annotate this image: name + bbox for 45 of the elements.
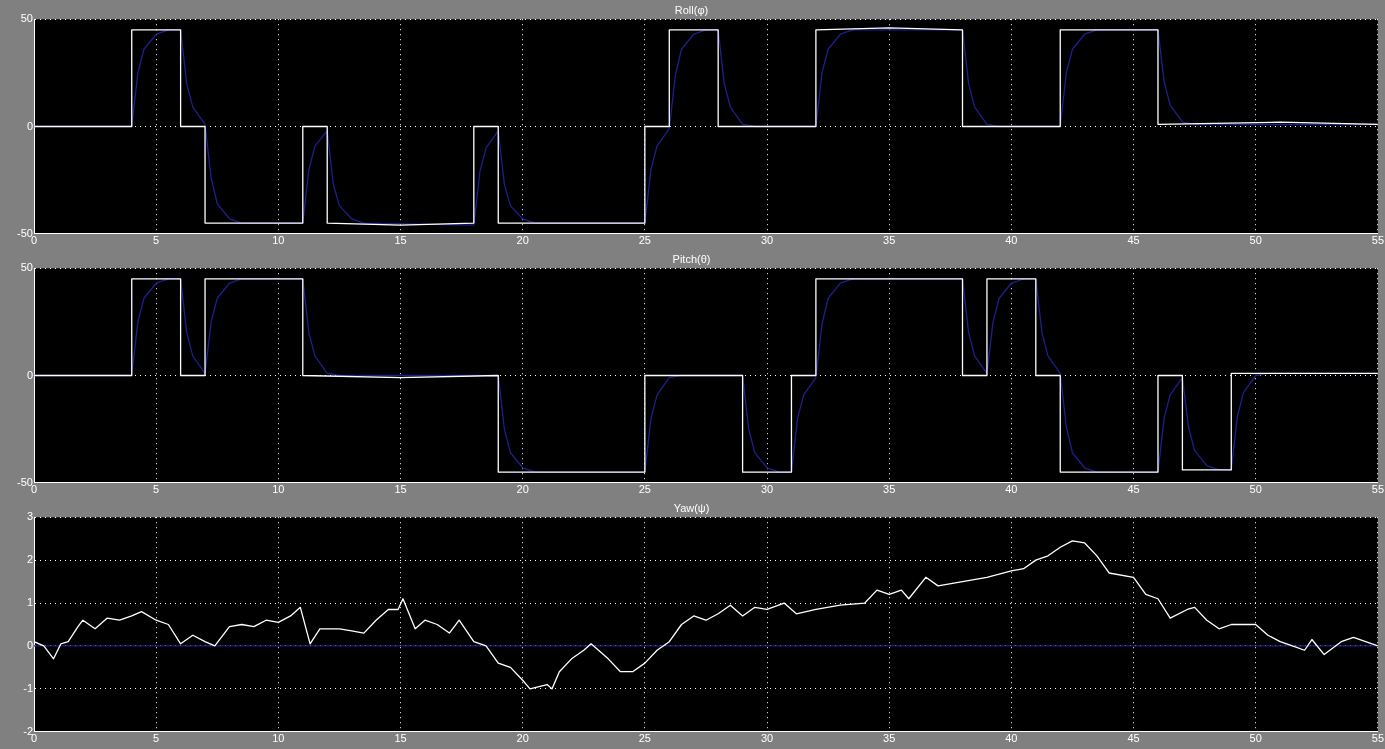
x-tick-label: 40 [1005, 732, 1018, 745]
x-tick-label: 50 [1249, 483, 1262, 496]
x-tick-label: 45 [1127, 483, 1140, 496]
chart-title: Yaw(ψ) [673, 501, 710, 514]
x-tick-label: 20 [516, 483, 529, 496]
x-tick-label: 5 [153, 483, 160, 496]
x-tick-label: 20 [516, 732, 529, 745]
x-tick-label: 45 [1127, 732, 1140, 745]
x-tick-label: 20 [516, 234, 529, 247]
x-tick-label: 55 [1371, 732, 1385, 745]
y-tick-label: -1 [23, 681, 33, 694]
y-tick-label: 3 [26, 510, 33, 523]
chart-title: Roll(φ) [674, 3, 709, 16]
x-tick-label: 25 [638, 234, 651, 247]
x-tick-label: 5 [153, 234, 160, 247]
x-tick-label: 40 [1005, 483, 1018, 496]
x-tick-label: 10 [272, 234, 285, 247]
y-tick-label: 1 [26, 596, 33, 609]
x-tick-label: 15 [394, 234, 407, 247]
chart-title: Pitch(θ) [672, 252, 711, 265]
x-tick-label: 50 [1249, 234, 1262, 247]
x-tick-label: 10 [272, 483, 285, 496]
y-tick-label: 2 [26, 553, 33, 566]
x-tick-label: 40 [1005, 234, 1018, 247]
x-tick-label: 5 [153, 732, 160, 745]
y-tick-label: 50 [20, 261, 33, 274]
x-tick-label: 15 [394, 483, 407, 496]
x-tick-label: 55 [1371, 483, 1385, 496]
y-tick-label: 50 [20, 12, 33, 25]
x-tick-label: 35 [883, 483, 896, 496]
x-tick-label: 30 [760, 234, 774, 247]
y-tick-label: 0 [26, 119, 33, 132]
x-tick-label: 30 [760, 732, 774, 745]
x-tick-label: 25 [638, 732, 651, 745]
x-tick-label: 15 [394, 732, 407, 745]
x-tick-label: 55 [1371, 234, 1385, 247]
y-tick-label: 0 [26, 368, 33, 381]
x-tick-label: 10 [272, 732, 285, 745]
x-tick-label: 35 [883, 234, 896, 247]
y-tick-label: 0 [26, 638, 33, 651]
x-tick-label: 45 [1127, 234, 1140, 247]
x-tick-label: 30 [760, 483, 774, 496]
x-tick-label: 25 [638, 483, 651, 496]
x-tick-label: 50 [1249, 732, 1262, 745]
x-tick-label: 35 [883, 732, 896, 745]
